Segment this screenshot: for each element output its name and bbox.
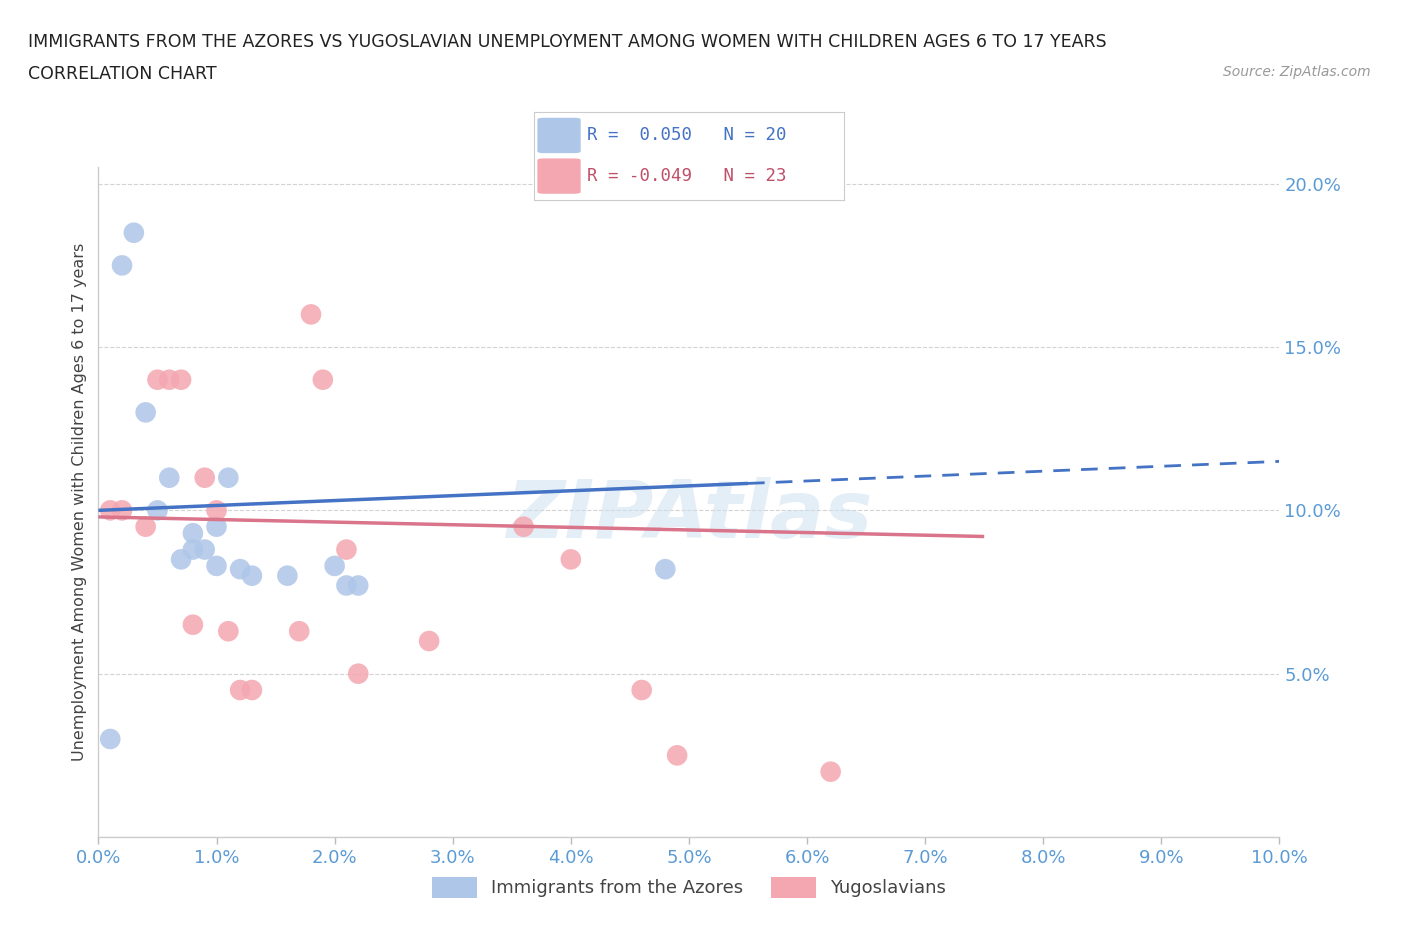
Point — [122, 225, 145, 240]
Point — [335, 578, 357, 593]
Point — [157, 471, 180, 485]
Point — [654, 562, 676, 577]
Point — [820, 764, 842, 779]
Point — [181, 542, 204, 557]
Point — [170, 551, 193, 566]
Point — [194, 471, 217, 485]
Point — [299, 307, 322, 322]
Point — [323, 558, 346, 573]
Point — [240, 683, 263, 698]
Point — [194, 542, 217, 557]
Point — [181, 618, 204, 632]
Text: R =  0.050   N = 20: R = 0.050 N = 20 — [586, 126, 786, 144]
Point — [98, 503, 121, 518]
Point — [217, 471, 239, 485]
Text: R = -0.049   N = 23: R = -0.049 N = 23 — [586, 167, 786, 185]
Point — [666, 748, 689, 763]
Point — [288, 624, 311, 639]
Text: ZIPAtlas: ZIPAtlas — [506, 476, 872, 554]
Point — [205, 558, 228, 573]
Legend: Immigrants from the Azores, Yugoslavians: Immigrants from the Azores, Yugoslavians — [425, 870, 953, 905]
Point — [229, 562, 252, 577]
Point — [170, 372, 193, 387]
Y-axis label: Unemployment Among Women with Children Ages 6 to 17 years: Unemployment Among Women with Children A… — [72, 243, 87, 762]
FancyBboxPatch shape — [537, 158, 581, 193]
Text: CORRELATION CHART: CORRELATION CHART — [28, 65, 217, 83]
Point — [312, 372, 335, 387]
Point — [512, 519, 534, 534]
Point — [347, 578, 370, 593]
Point — [347, 666, 370, 681]
Point — [276, 568, 298, 583]
Text: Source: ZipAtlas.com: Source: ZipAtlas.com — [1223, 65, 1371, 79]
Point — [335, 542, 357, 557]
Point — [157, 372, 180, 387]
Point — [205, 503, 228, 518]
Point — [146, 372, 169, 387]
Text: IMMIGRANTS FROM THE AZORES VS YUGOSLAVIAN UNEMPLOYMENT AMONG WOMEN WITH CHILDREN: IMMIGRANTS FROM THE AZORES VS YUGOSLAVIA… — [28, 33, 1107, 50]
Point — [111, 258, 134, 272]
Point — [560, 551, 582, 566]
Point — [135, 405, 157, 419]
Point — [111, 503, 134, 518]
Point — [217, 624, 239, 639]
Point — [418, 633, 440, 648]
FancyBboxPatch shape — [537, 118, 581, 153]
Point — [146, 503, 169, 518]
Point — [135, 519, 157, 534]
Point — [630, 683, 652, 698]
Point — [98, 732, 121, 747]
Point — [181, 525, 204, 540]
Point — [229, 683, 252, 698]
Point — [240, 568, 263, 583]
Point — [205, 519, 228, 534]
